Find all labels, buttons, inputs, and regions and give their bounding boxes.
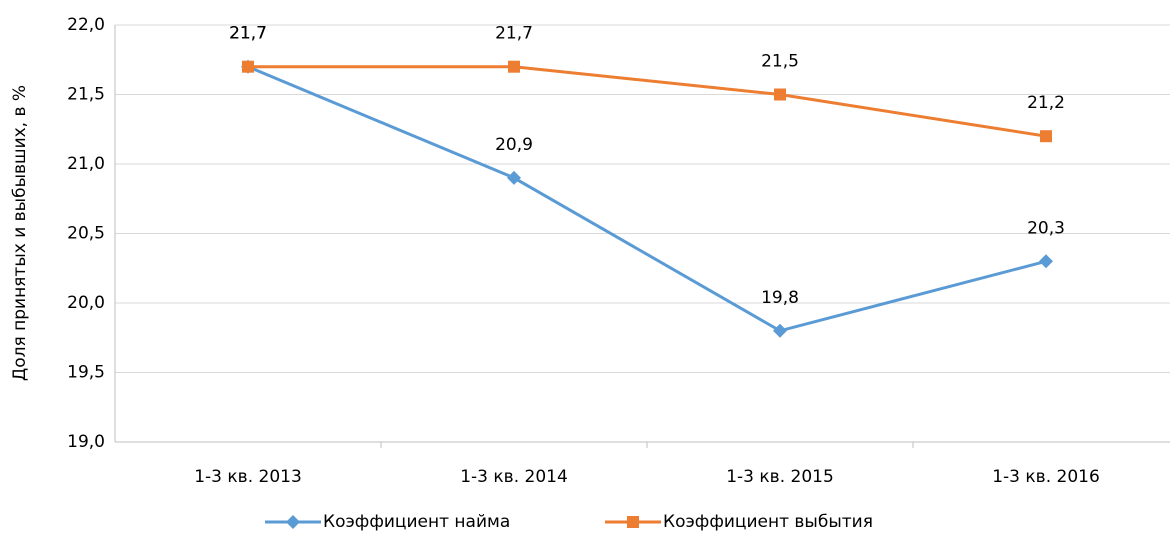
data-point <box>773 323 787 338</box>
legend-label: Коэффициент найма <box>323 512 510 532</box>
x-tick-label: 1-3 кв. 2015 <box>726 467 834 487</box>
data-point <box>1039 254 1053 269</box>
y-tick-label: 22,0 <box>67 15 105 35</box>
data-label: 21,7 <box>495 24 533 44</box>
y-tick-label: 20,5 <box>67 224 105 244</box>
y-axis-title: Доля принятых и выбывших, в % <box>10 85 30 381</box>
legend-marker <box>286 515 300 529</box>
legend-marker <box>627 516 639 528</box>
data-label: 20,3 <box>1027 218 1065 238</box>
data-label: 21,2 <box>1027 93 1065 113</box>
y-tick-label: 19,5 <box>67 363 105 383</box>
x-tick-label: 1-3 кв. 2014 <box>460 467 568 487</box>
data-label: 21,7 <box>229 24 267 44</box>
data-label: 21,5 <box>761 52 799 72</box>
data-point <box>242 60 254 73</box>
legend-label: Коэффициент выбытия <box>663 512 873 532</box>
y-tick-label: 19,0 <box>67 432 105 452</box>
data-point <box>1040 130 1052 143</box>
y-tick-label: 21,5 <box>67 85 105 105</box>
data-label: 20,9 <box>495 135 533 155</box>
y-tick-label: 20,0 <box>67 293 105 313</box>
data-label: 21,7 <box>229 24 267 44</box>
data-point <box>508 60 520 73</box>
series-line <box>248 65 1047 138</box>
x-tick-label: 1-3 кв. 2013 <box>194 467 302 487</box>
data-point <box>507 170 521 185</box>
data-label: 19,8 <box>761 288 799 308</box>
y-tick-label: 21,0 <box>67 154 105 174</box>
x-tick-label: 1-3 кв. 2016 <box>992 467 1100 487</box>
data-point <box>774 88 786 101</box>
series-line <box>247 65 1047 333</box>
